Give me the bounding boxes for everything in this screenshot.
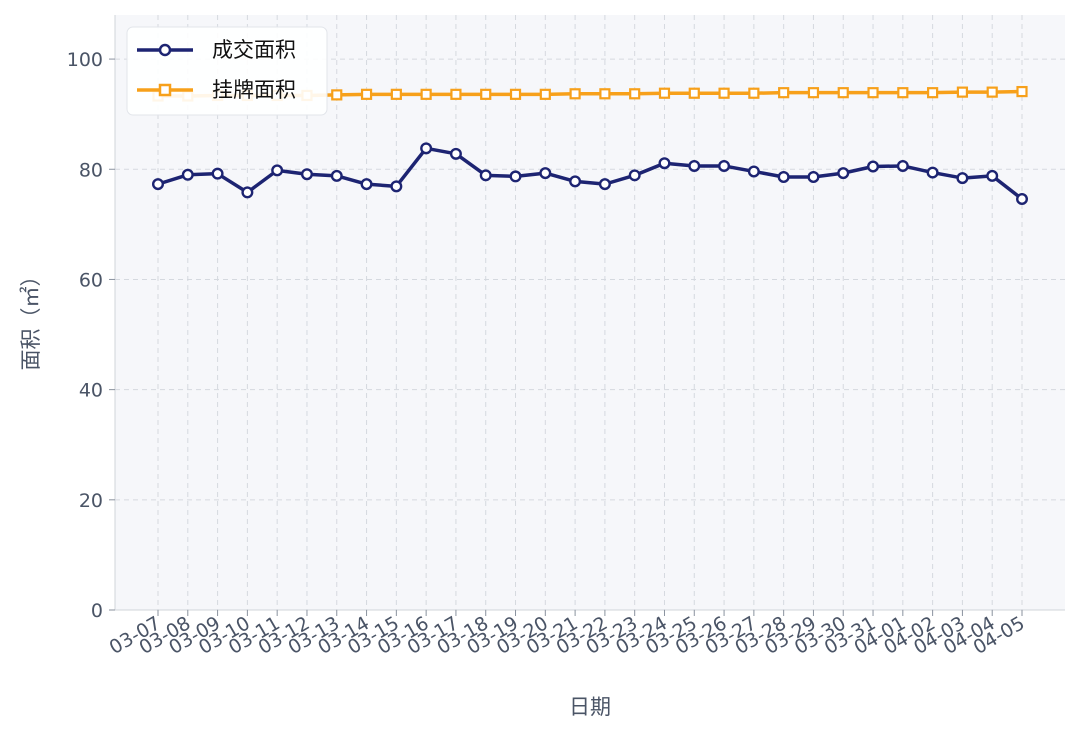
legend: 成交面积 挂牌面积 — [126, 26, 328, 116]
x-axis-title: 日期 — [569, 695, 611, 719]
y-tick-label: 0 — [91, 600, 103, 622]
data-point — [211, 167, 224, 180]
y-axis-title: 面积（㎡） — [19, 266, 43, 371]
data-point — [1016, 85, 1028, 98]
data-point — [449, 147, 462, 160]
data-point — [151, 178, 164, 191]
data-point — [539, 167, 552, 180]
data-point — [450, 88, 462, 100]
data-point — [628, 169, 641, 182]
data-point — [390, 180, 403, 193]
data-point — [390, 88, 402, 100]
y-tick-label: 100 — [67, 49, 103, 71]
data-point — [807, 87, 820, 99]
data-point — [509, 88, 522, 100]
data-point — [807, 170, 820, 183]
data-point — [479, 169, 492, 182]
data-point — [569, 175, 582, 188]
data-point — [598, 178, 611, 191]
y-tick-label: 80 — [79, 159, 103, 181]
data-point — [300, 168, 313, 181]
data-point — [896, 159, 909, 172]
data-point — [420, 88, 432, 100]
data-point — [271, 164, 284, 177]
data-point — [777, 170, 790, 183]
data-point — [927, 87, 939, 99]
data-point — [509, 170, 522, 183]
legend-marker-listing-area — [158, 83, 172, 97]
data-point — [956, 172, 969, 185]
data-point — [360, 178, 373, 191]
data-point — [986, 169, 999, 182]
legend-label-deal-area: 成交面积 — [212, 38, 296, 62]
data-point — [360, 88, 373, 100]
data-point — [748, 87, 760, 99]
data-point — [1016, 193, 1029, 206]
data-point — [181, 168, 194, 181]
data-point — [569, 88, 581, 100]
data-point — [330, 169, 343, 182]
series-0 — [151, 142, 1029, 206]
data-point — [718, 159, 731, 172]
data-point — [837, 167, 850, 180]
y-tick-label: 40 — [79, 380, 103, 402]
data-point — [778, 87, 790, 99]
data-point — [420, 142, 433, 155]
data-point — [658, 87, 671, 99]
data-point — [599, 88, 611, 100]
data-point — [986, 86, 998, 98]
data-point — [658, 157, 671, 170]
series — [151, 85, 1029, 206]
data-point — [747, 165, 760, 178]
data-point — [629, 88, 641, 100]
data-point — [688, 87, 700, 99]
y-tick-label: 60 — [79, 269, 103, 291]
data-point — [480, 88, 492, 100]
data-point — [867, 160, 880, 173]
data-point — [837, 87, 849, 99]
data-point — [331, 89, 343, 101]
y-ticks: 0 20 40 60 80 100 — [67, 49, 115, 622]
axes — [114, 15, 1065, 611]
data-point — [897, 87, 909, 99]
x-ticks: 03-0703-0803-0903-1003-1103-1203-1303-14… — [106, 610, 1029, 659]
data-point — [539, 88, 551, 100]
data-point — [956, 86, 969, 98]
data-point — [867, 87, 879, 99]
data-point — [241, 186, 254, 199]
legend-marker-deal-area — [158, 43, 172, 57]
data-point — [926, 166, 939, 179]
data-point — [688, 159, 701, 172]
y-tick-label: 20 — [79, 490, 103, 512]
data-point — [718, 87, 730, 99]
legend-label-listing-area: 挂牌面积 — [212, 78, 296, 102]
